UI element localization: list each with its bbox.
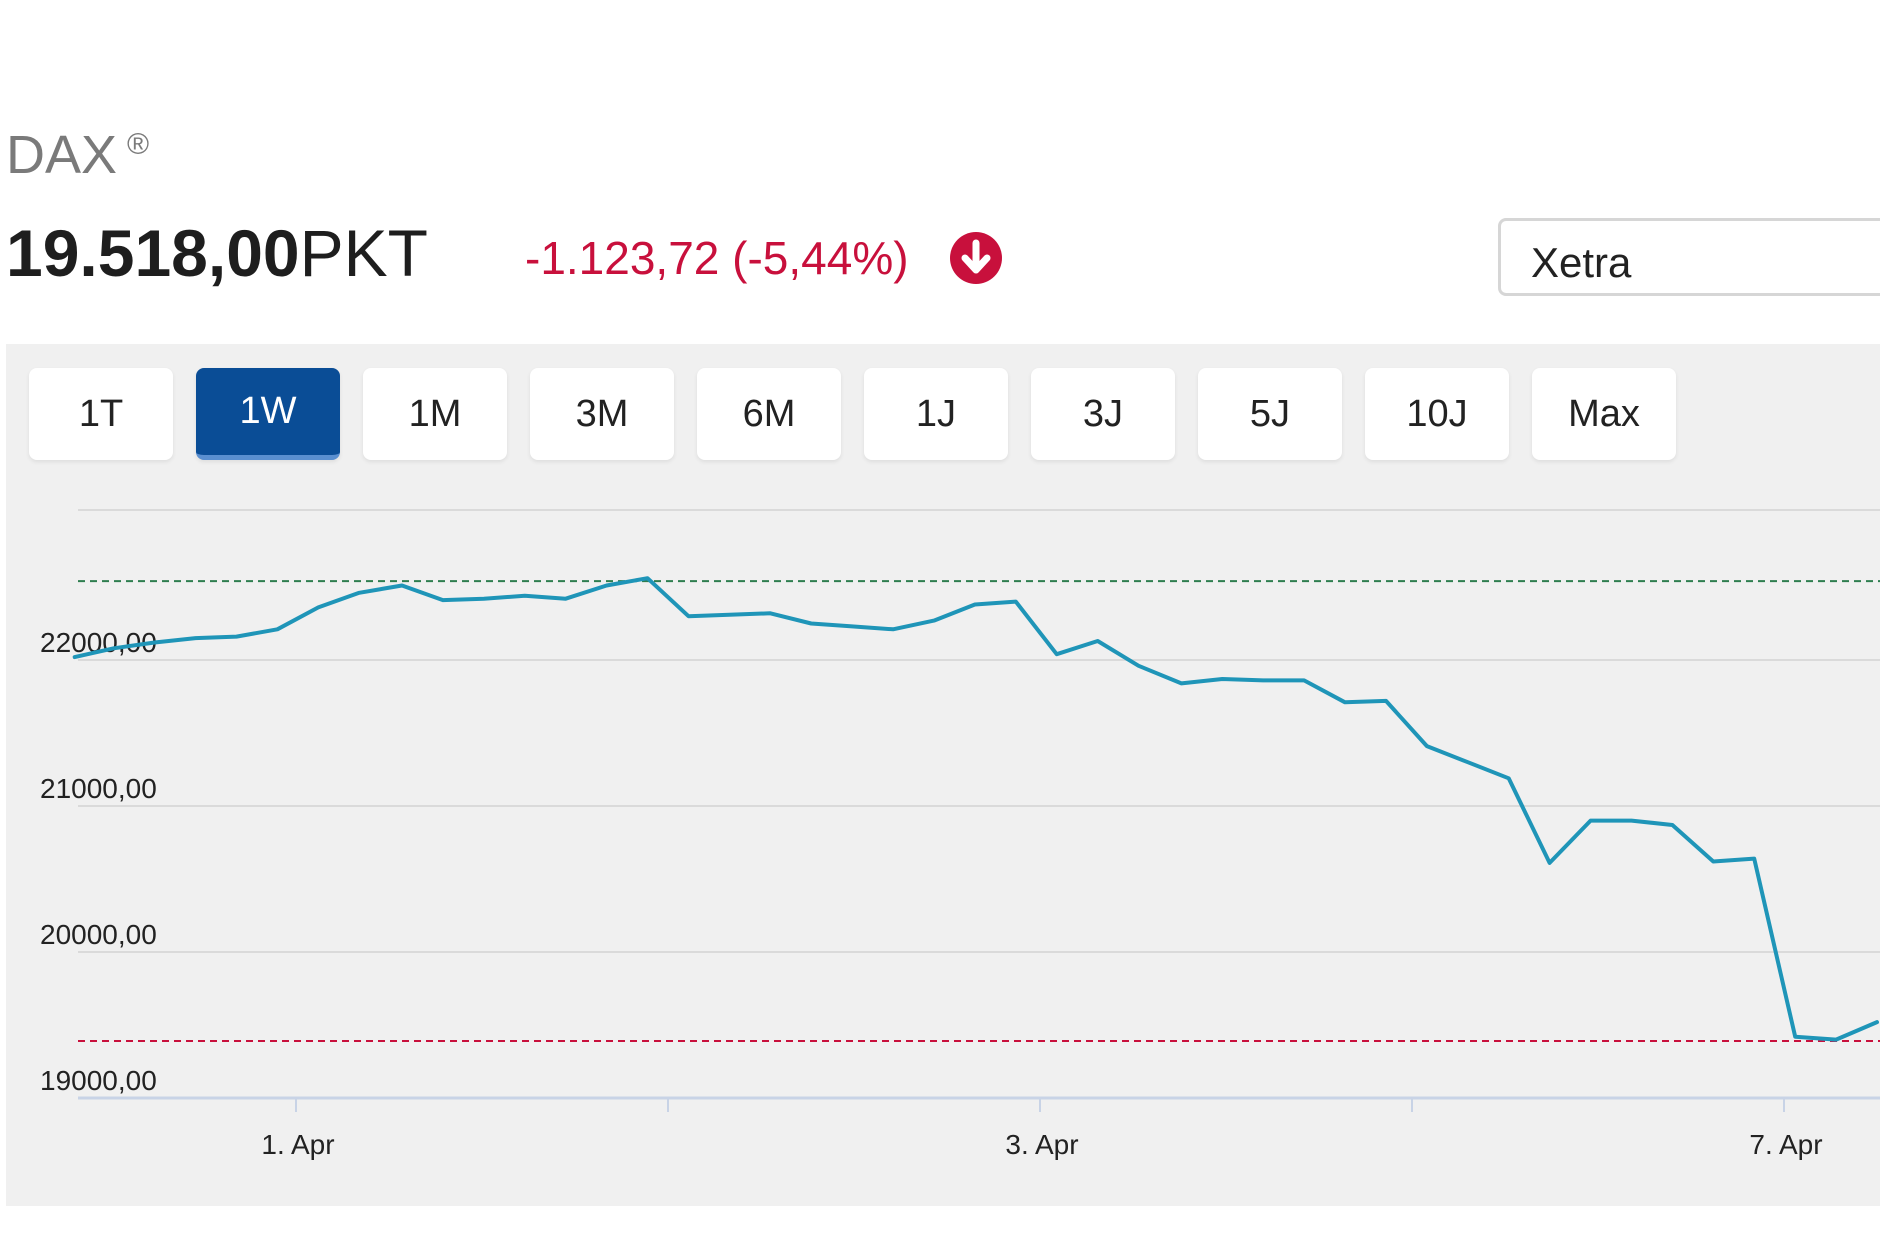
price-change: -1.123,72 (-5,44%) (525, 232, 909, 284)
current-price: 19.518,00PKT (6, 220, 428, 286)
range-tab-3j[interactable]: 3J (1031, 368, 1175, 460)
registered-mark: ® (127, 128, 150, 161)
arrow-down-circle-icon (950, 232, 1002, 284)
index-name: DAX (6, 125, 118, 185)
range-tab-10j[interactable]: 10J (1365, 368, 1509, 460)
range-tab-1w[interactable]: 1W (196, 368, 340, 460)
range-tab-1j[interactable]: 1J (864, 368, 1008, 460)
x-tick-label: 7. Apr (1749, 1129, 1822, 1160)
range-tab-6m[interactable]: 6M (697, 368, 841, 460)
y-tick-label: 19000,00 (40, 1065, 157, 1096)
exchange-select-value: Xetra (1531, 239, 1632, 286)
range-tab-3m[interactable]: 3M (530, 368, 674, 460)
range-tab-max[interactable]: Max (1532, 368, 1676, 460)
price-series-line (72, 576, 1879, 1042)
price-value: 19.518,00 (6, 216, 300, 290)
exchange-select[interactable]: Xetra (1498, 218, 1880, 296)
range-tab-1t[interactable]: 1T (29, 368, 173, 460)
range-tab-1m[interactable]: 1M (363, 368, 507, 460)
index-title: DAX ® (6, 128, 149, 182)
chart-panel: 19000,00 20000,00 21000,00 22000,00 1. Apr 3.… (6, 344, 1880, 1206)
y-tick-label: 21000,00 (40, 773, 157, 804)
time-range-tabs: 1T 1W 1M 3M 6M 1J 3J 5J 10J Max (29, 368, 1676, 460)
y-tick-label: 20000,00 (40, 919, 157, 950)
price-unit: PKT (299, 216, 428, 290)
x-tick-label: 1. Apr (261, 1129, 334, 1160)
range-tab-5j[interactable]: 5J (1198, 368, 1342, 460)
x-tick-label: 3. Apr (1005, 1129, 1078, 1160)
